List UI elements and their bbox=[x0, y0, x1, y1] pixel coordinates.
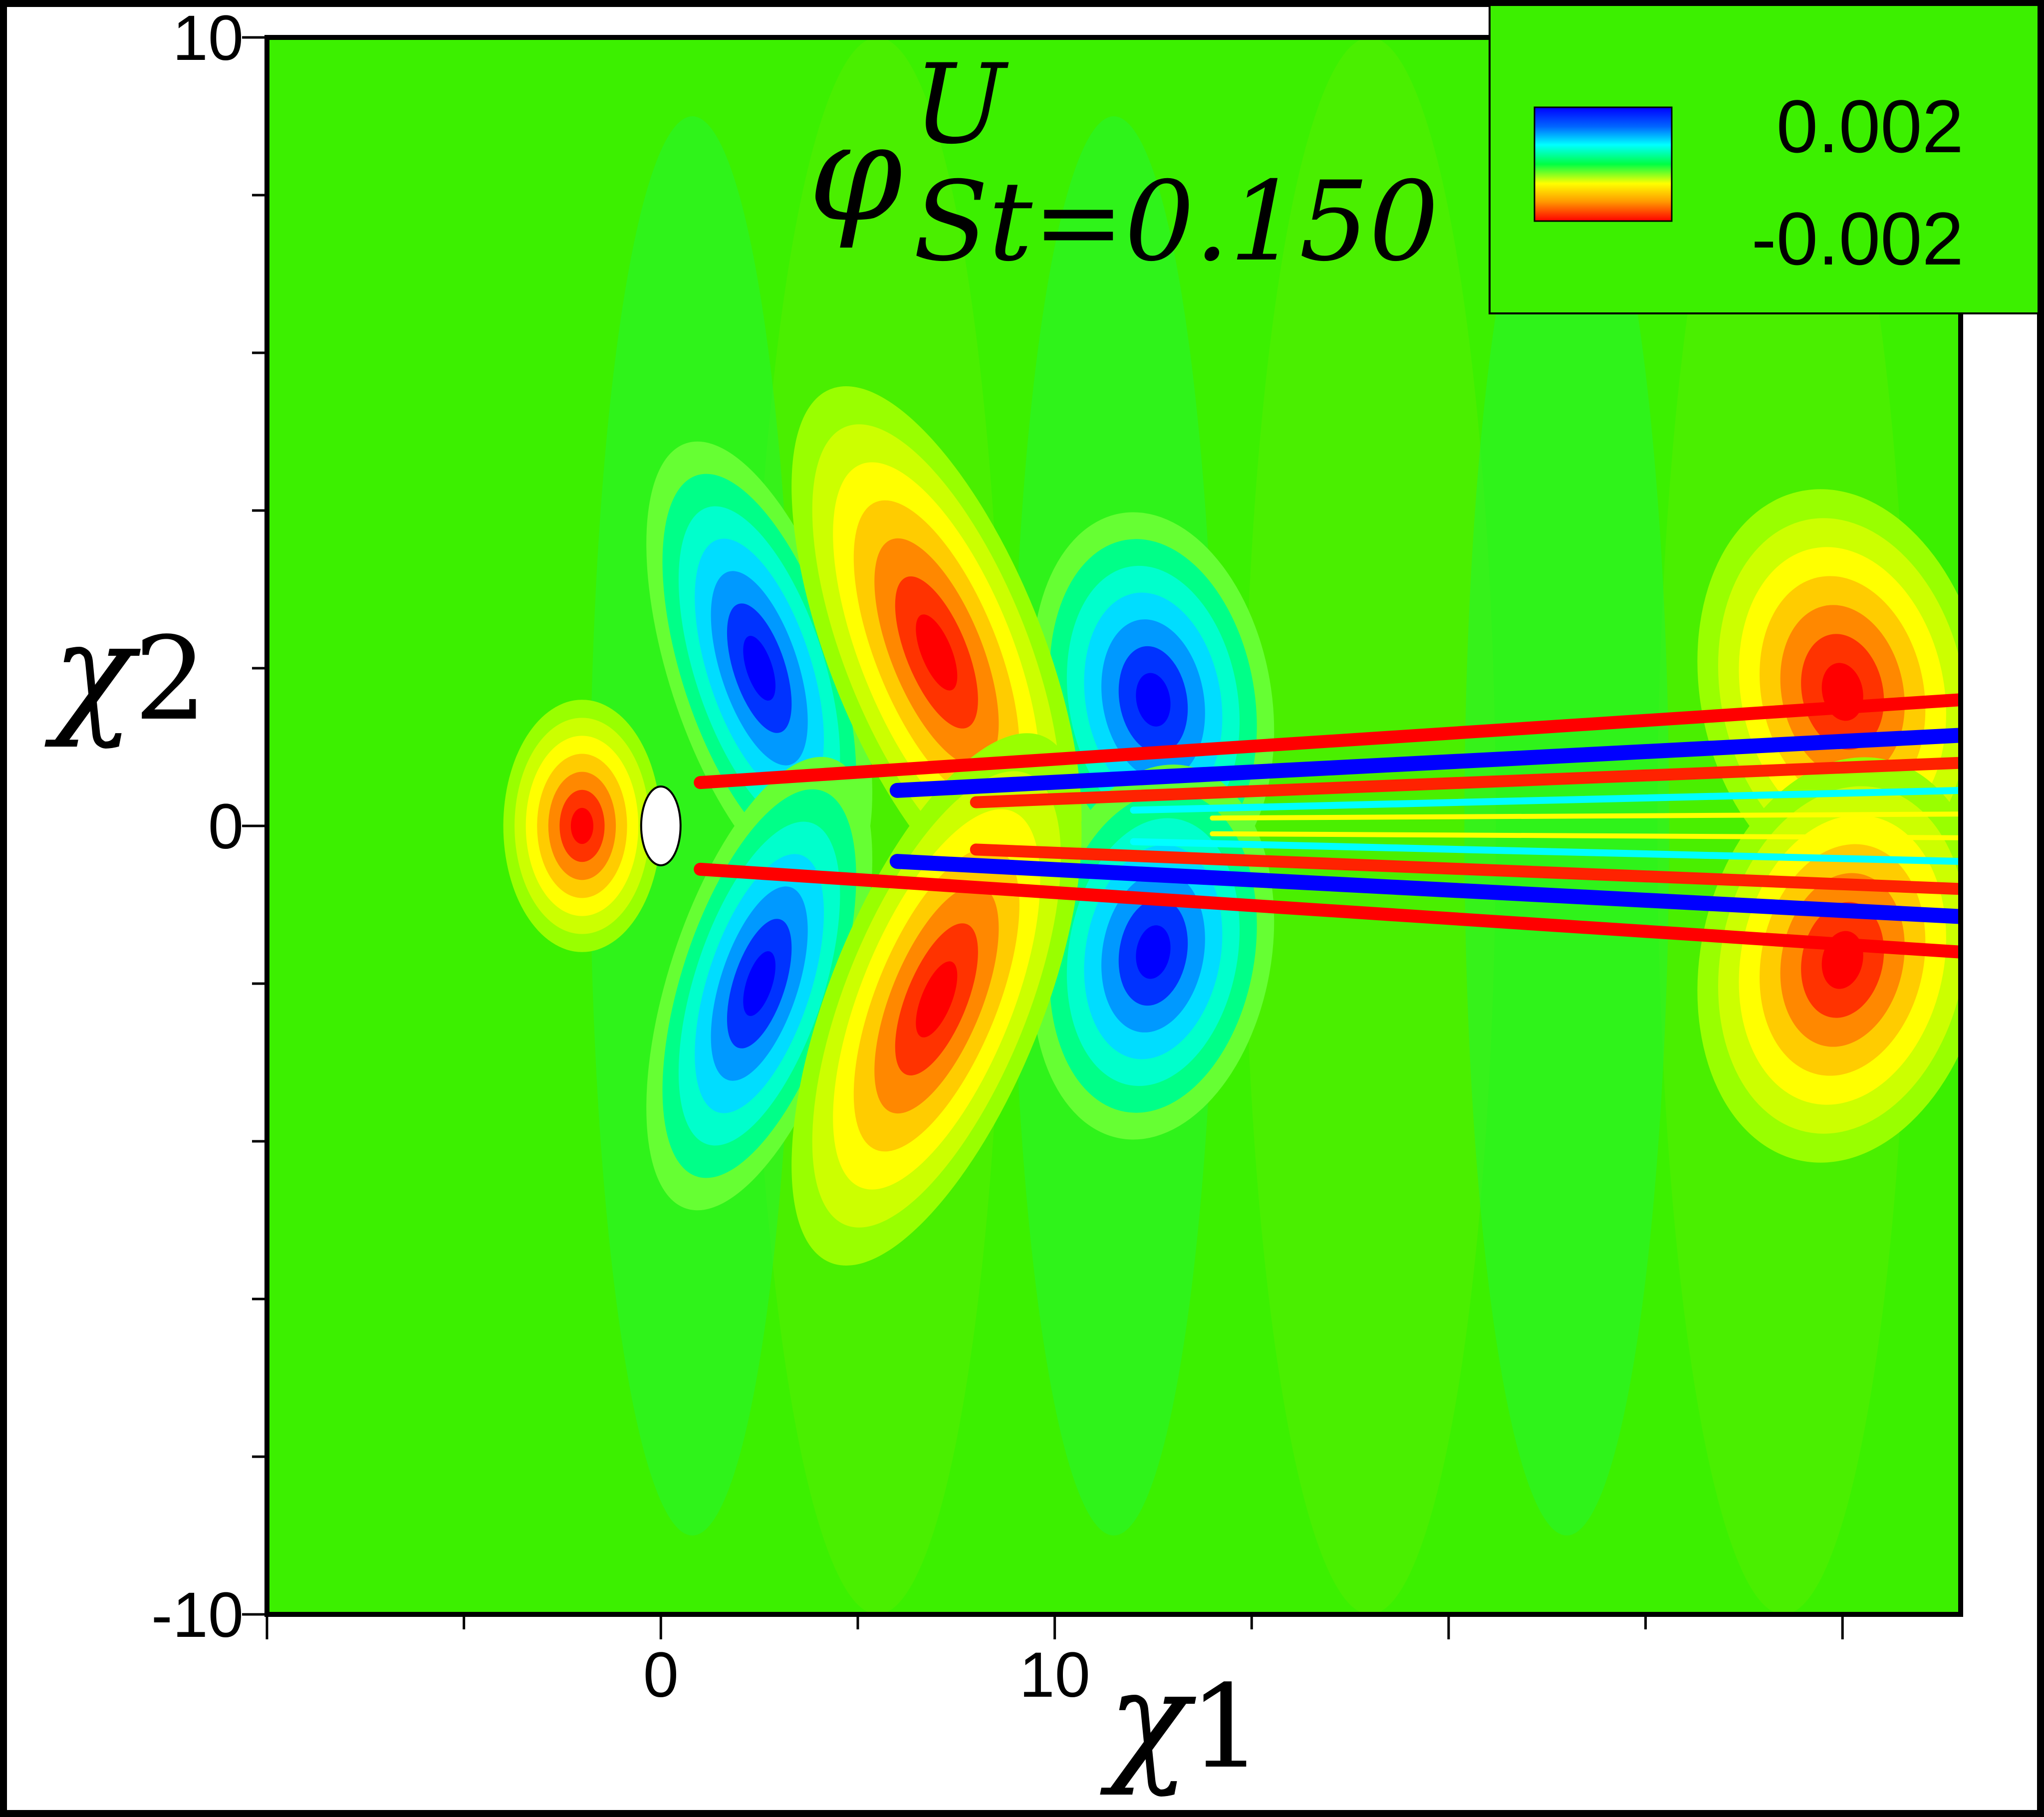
contour-lobe bbox=[503, 700, 661, 952]
cylinder-body bbox=[640, 785, 682, 866]
contour-level bbox=[1136, 673, 1171, 727]
plot-title: φ U St=0.150 bbox=[808, 40, 1439, 285]
contour-level bbox=[916, 961, 958, 1038]
far-field-band bbox=[1244, 37, 1496, 1614]
title-subscript: St=0.150 bbox=[913, 158, 1439, 285]
title-superscript: U bbox=[913, 40, 1009, 168]
wake-streak bbox=[970, 757, 1961, 808]
contour-level bbox=[570, 807, 593, 844]
y-axis-label: χ2 bbox=[44, 593, 207, 751]
colorbar-legend: 0.002 -0.002 bbox=[1489, 4, 2040, 314]
contour-level bbox=[1136, 925, 1171, 979]
x-tick-label: 0 bbox=[643, 1639, 679, 1711]
wake-streak bbox=[970, 843, 1961, 895]
contour-field bbox=[503, 37, 1961, 1614]
colorbar-max-label: 0.002 bbox=[1777, 84, 1964, 168]
wake-streak bbox=[694, 862, 1961, 959]
x-tick-label: 10 bbox=[1019, 1639, 1090, 1711]
wake-streak bbox=[1130, 786, 1961, 814]
colorbar-min-label: -0.002 bbox=[1752, 197, 1964, 280]
wake-streak bbox=[1210, 831, 1961, 840]
y-tick-label: 10 bbox=[173, 2, 244, 74]
wake-streak bbox=[889, 728, 1961, 798]
contour-level bbox=[743, 951, 775, 1016]
x-axis-ticks bbox=[265, 1614, 1844, 1639]
wake-streak bbox=[1130, 838, 1961, 865]
wake-streak bbox=[889, 854, 1961, 924]
contour-level bbox=[743, 636, 775, 701]
title-symbol: φ bbox=[808, 94, 903, 252]
y-axis-ticks bbox=[242, 36, 267, 1616]
contour-level bbox=[916, 614, 958, 691]
contour-lobe bbox=[646, 757, 873, 1211]
wake-streak bbox=[1210, 811, 1961, 821]
y-tick-label: -10 bbox=[151, 1579, 244, 1651]
y-tick-label: 0 bbox=[208, 791, 244, 862]
far-field-band bbox=[1464, 116, 1669, 1536]
colorbar-swatch bbox=[1533, 106, 1673, 222]
x-axis-label: χ1 bbox=[1099, 1641, 1263, 1799]
wake-streak bbox=[694, 693, 1961, 789]
